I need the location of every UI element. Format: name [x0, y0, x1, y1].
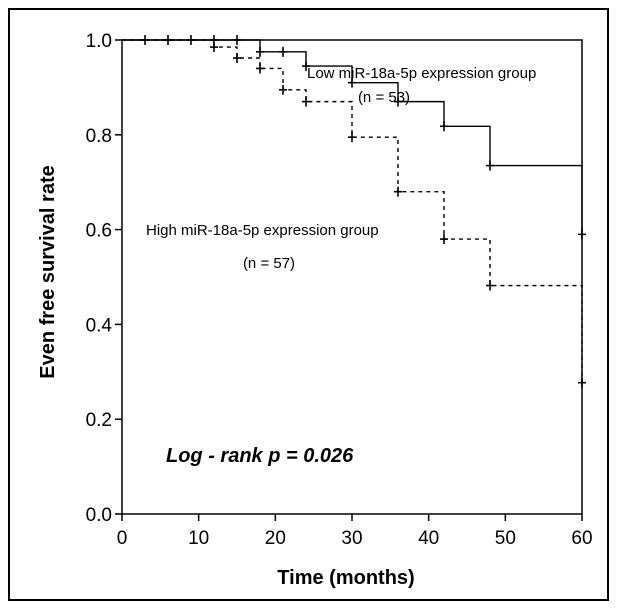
- x-tick-label: 20: [265, 528, 286, 549]
- low-censor-mark: [302, 61, 310, 72]
- y-tick-label: 0.4: [86, 315, 113, 336]
- y-axis-title: Even free survival rate: [37, 165, 59, 378]
- series-layer: [122, 39, 583, 383]
- high-censor-mark: [486, 280, 494, 291]
- high-censor-mark: [440, 234, 448, 245]
- x-tick-label: 60: [571, 528, 592, 549]
- x-tick-label: 10: [188, 528, 209, 549]
- low-censor-mark: [256, 46, 264, 57]
- x-tick-label: 50: [495, 528, 516, 549]
- high-censor-mark: [256, 63, 264, 74]
- x-axis-title: Time (months): [277, 567, 414, 589]
- low-censor-mark: [233, 35, 241, 45]
- low-expression-curve: [122, 39, 583, 235]
- high-censor-mark: [279, 84, 287, 95]
- low-censor-mark: [164, 35, 172, 45]
- y-axis-ticks: 0.0 0.2 0.4 0.6 0.8 1.0: [86, 31, 122, 526]
- low-censor-mark: [348, 77, 356, 88]
- x-axis-ticks: 0 10 20 30 40 50 60: [117, 514, 593, 549]
- high-expression-curve: [122, 39, 583, 383]
- x-tick-label: 30: [341, 528, 362, 549]
- x-tick-label: 0: [117, 528, 128, 549]
- high-censor-mark: [348, 132, 356, 143]
- censor-marks-layer: [141, 35, 586, 388]
- high-censor-mark: [233, 53, 241, 64]
- high-censor-mark: [302, 96, 310, 107]
- high-censor-mark: [394, 186, 402, 197]
- low-censor-mark: [279, 46, 287, 57]
- low-censor-mark: [440, 121, 448, 132]
- low-group-n: (n = 53): [358, 89, 410, 106]
- y-tick-label: 1.0: [86, 31, 112, 52]
- low-group-label: Low miR-18a-5p expression group: [307, 65, 536, 82]
- low-censor-mark: [394, 96, 402, 107]
- plot-border: [121, 39, 583, 515]
- x-tick-label: 40: [418, 528, 439, 549]
- figure-frame: [8, 8, 609, 601]
- logrank-pvalue: Log - rank p = 0.026: [166, 445, 354, 467]
- y-tick-label: 0.6: [86, 221, 112, 242]
- high-censor-mark: [210, 42, 218, 53]
- low-censor-mark: [486, 160, 494, 171]
- high-group-label: High miR-18a-5p expression group: [146, 222, 379, 239]
- low-censor-mark: [141, 35, 149, 45]
- high-group-n: (n = 57): [243, 255, 295, 272]
- y-tick-label: 0.8: [86, 126, 112, 147]
- low-censor-mark: [578, 229, 586, 240]
- y-tick-label: 0.2: [86, 410, 112, 431]
- high-censor-mark: [578, 377, 586, 388]
- y-tick-label: 0.0: [86, 505, 112, 526]
- low-censor-mark: [187, 35, 195, 45]
- plot-area: [121, 39, 583, 515]
